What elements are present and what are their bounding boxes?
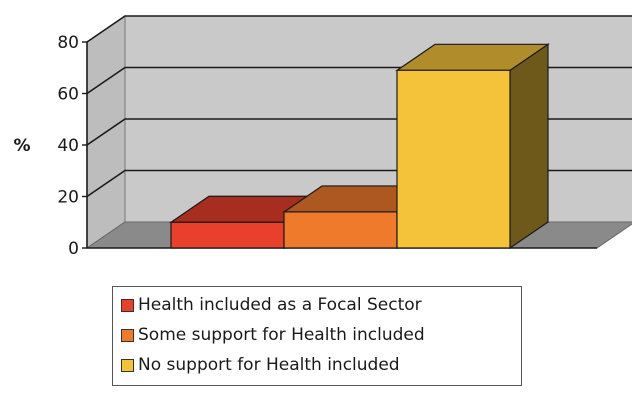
legend-item: Health included as a Focal Sector [121, 290, 521, 320]
y-tick-label: 40 [57, 136, 79, 156]
bar-front [283, 211, 398, 249]
bar-side [509, 43, 549, 250]
y-tick-label: 60 [57, 85, 79, 105]
y-tick-label: 20 [57, 188, 79, 208]
legend-label: Some support for Health included [138, 325, 425, 345]
legend-item: No support for Health included [121, 350, 521, 380]
legend-item: Some support for Health included [121, 320, 521, 350]
y-tick-label: 80 [57, 33, 79, 53]
bar-front [170, 221, 285, 249]
legend: Health included as a Focal Sector Some s… [112, 286, 522, 386]
y-tick-label: 0 [68, 239, 79, 259]
bar-chart-3d: 0 20 40 60 80% [13, 15, 632, 259]
y-axis-label: % [13, 136, 30, 156]
legend-label: No support for Health included [138, 355, 400, 375]
legend-swatch [121, 298, 134, 312]
legend-label: Health included as a Focal Sector [138, 295, 422, 315]
bar [395, 43, 550, 250]
gridline [86, 15, 632, 43]
legend-swatch [121, 328, 134, 342]
legend-swatch [121, 358, 134, 372]
bar-front [396, 69, 511, 249]
